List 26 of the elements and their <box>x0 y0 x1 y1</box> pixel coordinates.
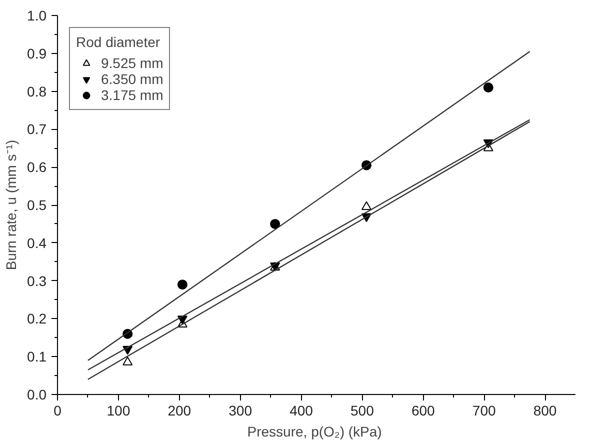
y-tick-label: 1.0 <box>27 8 47 24</box>
legend-title: Rod diameter <box>76 34 162 50</box>
y-tick-label: 0.5 <box>27 197 47 213</box>
x-tick-label: 500 <box>350 402 374 418</box>
y-tick-label: 0.8 <box>27 83 47 100</box>
y-tick-label: 0.1 <box>27 348 47 365</box>
legend-label: 9.525 mm <box>101 55 164 71</box>
x-tick-label: 0 <box>54 402 62 418</box>
legend-label: 3.175 mm <box>101 87 164 103</box>
x-tick-label: 800 <box>533 402 557 418</box>
y-tick-label: 0.9 <box>27 45 47 62</box>
y-tick-label: 0.0 <box>27 386 47 402</box>
y-axis-title: Burn rate, u (mm s⁻¹) <box>3 140 20 270</box>
y-tick-label: 0.3 <box>27 272 47 289</box>
y-tick-label: 0.4 <box>27 234 47 251</box>
x-tick-label: 400 <box>290 402 314 418</box>
x-tick-label: 600 <box>411 402 436 418</box>
y-tick-label: 0.2 <box>27 310 47 327</box>
y-tick-label: 0.6 <box>27 159 47 176</box>
x-tick-label: 300 <box>228 402 252 418</box>
y-tick-label: 0.7 <box>27 121 47 138</box>
x-axis-title: Pressure, p(O₂) (kPa) <box>247 424 382 440</box>
x-tick-label: 200 <box>168 402 192 418</box>
x-tick-label: 100 <box>106 402 130 418</box>
x-tick-label: 700 <box>472 402 496 418</box>
legend-label: 6.350 mm <box>101 71 164 87</box>
